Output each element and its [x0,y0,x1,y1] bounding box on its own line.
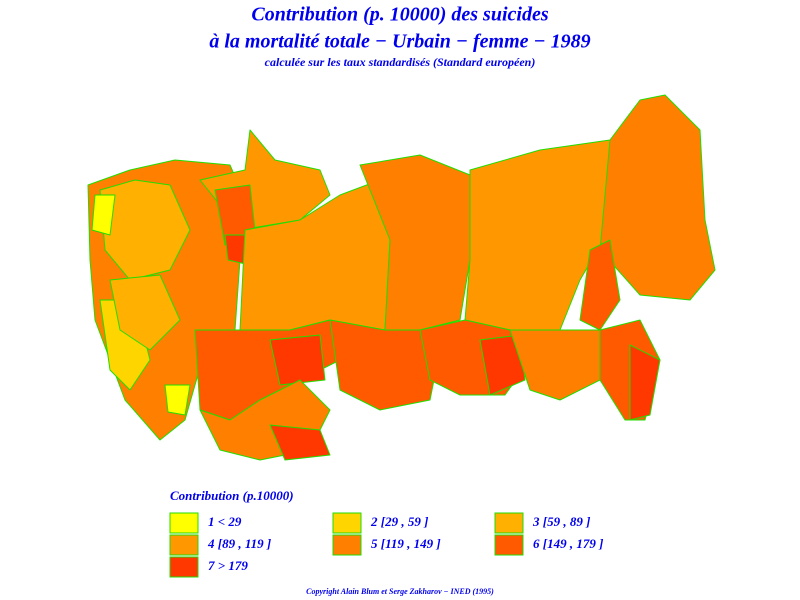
map-region [579,239,621,331]
legend-label: 7 > 179 [208,558,248,573]
map [87,94,716,461]
legend-swatch [169,556,199,578]
title-line: Contribution (p. 10000) des suicides [251,4,548,26]
legend-swatch [169,534,199,556]
map-region [91,194,116,236]
legend-label: 4 [89 , 119 ] [207,536,271,551]
legend-swatch [169,512,199,534]
legend-label: 2 [29 , 59 ] [370,514,428,529]
title-line: à la mortalité totale − Urbain − femme −… [209,31,590,53]
legend-swatch [332,512,362,534]
map-region [479,334,526,396]
map-region [599,94,716,301]
legend-title: Contribution (p.10000) [170,488,294,503]
legend-label: 1 < 29 [208,514,242,529]
map-region [359,154,471,331]
map-region [464,139,616,331]
legend-swatch [494,534,524,556]
map-region [99,179,191,281]
legend-swatch [494,512,524,534]
subtitle: calculée sur les taux standardisés (Stan… [265,55,536,69]
copyright: Copyright Alain Blum et Serge Zakharov −… [306,587,494,596]
map-region [509,329,601,401]
legend-swatch [332,534,362,556]
map-region [164,384,191,416]
legend: 1 < 29 2 [29 , 59 ] 3 [59 , 89 ] 4 [89 , 11… [169,512,603,578]
legend-label: 5 [119 , 149 ] [371,536,441,551]
map-region [629,344,661,421]
map-region [269,334,326,386]
legend-label: 6 [149 , 179 ] [533,536,603,551]
map-region [109,274,181,351]
legend-label: 3 [59 , 89 ] [532,514,590,529]
map-region [269,424,331,461]
